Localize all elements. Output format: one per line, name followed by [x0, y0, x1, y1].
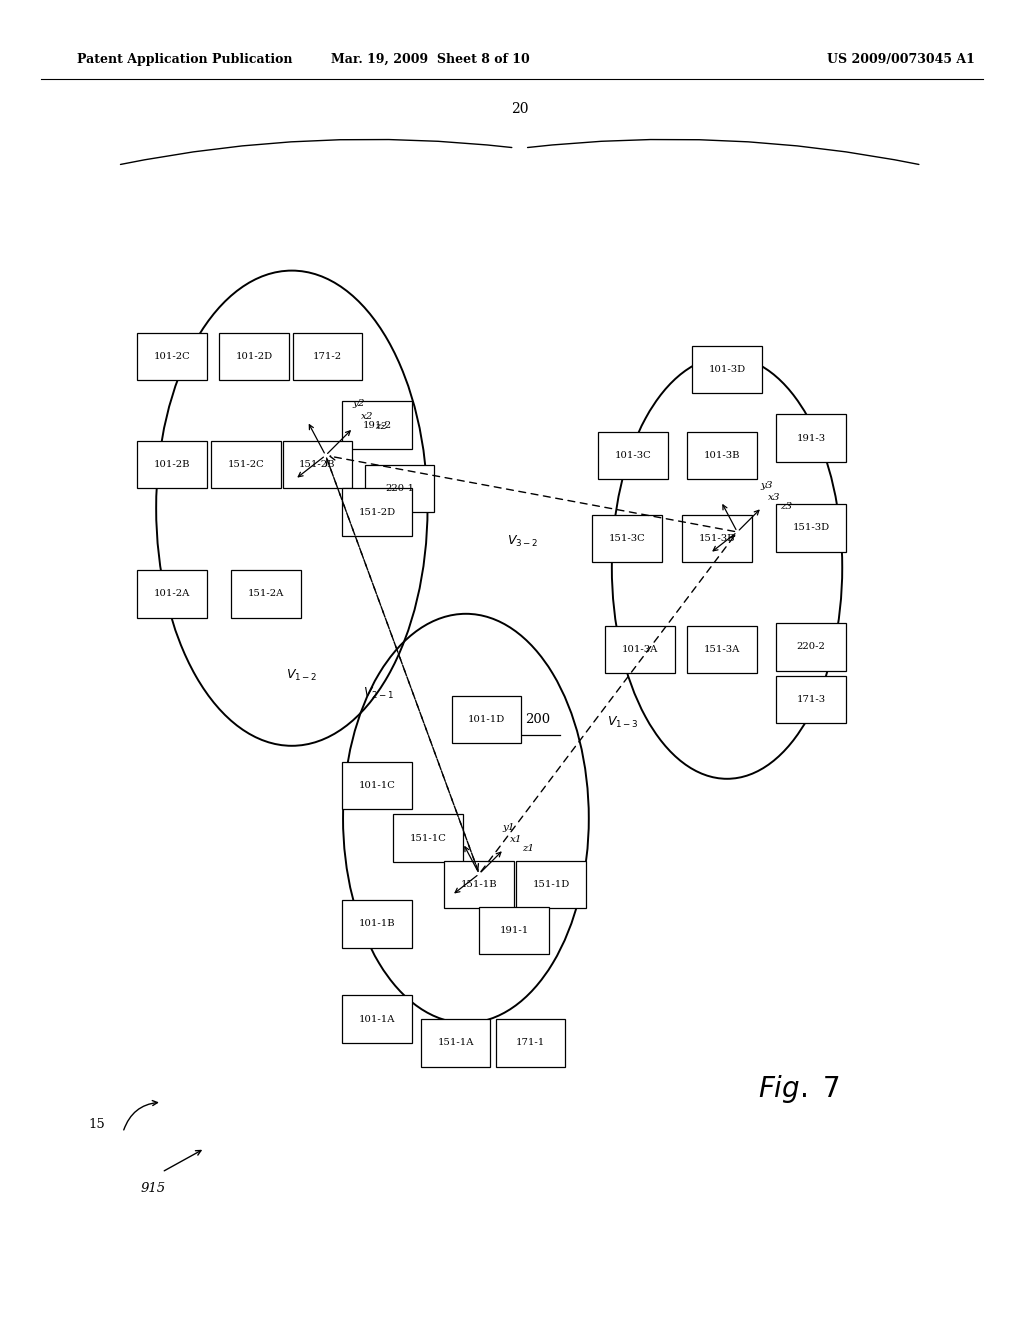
Text: 171-1: 171-1: [516, 1039, 545, 1047]
FancyBboxPatch shape: [219, 333, 289, 380]
Text: 171-3: 171-3: [797, 696, 825, 704]
Text: 15: 15: [89, 1118, 105, 1131]
FancyBboxPatch shape: [293, 333, 362, 380]
Text: 151-2B: 151-2B: [299, 461, 336, 469]
Text: 101-2A: 101-2A: [154, 590, 190, 598]
Text: 151-3A: 151-3A: [703, 645, 740, 653]
FancyBboxPatch shape: [687, 626, 757, 673]
Text: $V_{3-2}$: $V_{3-2}$: [507, 533, 538, 549]
Text: 220-2: 220-2: [797, 643, 825, 651]
Text: 151-1C: 151-1C: [410, 834, 446, 842]
Text: 151-2D: 151-2D: [358, 508, 395, 516]
FancyBboxPatch shape: [365, 465, 434, 512]
FancyBboxPatch shape: [137, 570, 207, 618]
Text: 101-3B: 101-3B: [703, 451, 740, 459]
Text: 101-2D: 101-2D: [236, 352, 272, 360]
Text: z2: z2: [375, 422, 387, 432]
Text: $V_{2-1}$: $V_{2-1}$: [364, 685, 394, 701]
FancyBboxPatch shape: [137, 441, 207, 488]
Text: z3: z3: [780, 502, 793, 511]
FancyBboxPatch shape: [342, 488, 412, 536]
FancyBboxPatch shape: [283, 441, 352, 488]
Text: y1: y1: [503, 824, 515, 832]
FancyBboxPatch shape: [342, 900, 412, 948]
Text: Mar. 19, 2009  Sheet 8 of 10: Mar. 19, 2009 Sheet 8 of 10: [331, 53, 529, 66]
Text: 191-2: 191-2: [362, 421, 391, 429]
Text: $V_{1-3}$: $V_{1-3}$: [607, 714, 638, 730]
FancyBboxPatch shape: [342, 995, 412, 1043]
FancyBboxPatch shape: [231, 570, 301, 618]
Text: 101-3A: 101-3A: [622, 645, 658, 653]
Text: 101-1D: 101-1D: [468, 715, 505, 723]
FancyBboxPatch shape: [592, 515, 662, 562]
FancyBboxPatch shape: [452, 696, 521, 743]
Text: $V_{1-2}$: $V_{1-2}$: [287, 668, 317, 684]
Text: y3: y3: [761, 482, 773, 490]
Text: 151-3D: 151-3D: [793, 524, 829, 532]
FancyBboxPatch shape: [393, 814, 463, 862]
Text: 151-2C: 151-2C: [227, 461, 264, 469]
FancyBboxPatch shape: [776, 623, 846, 671]
Text: 101-3D: 101-3D: [709, 366, 745, 374]
Text: x2: x2: [360, 412, 373, 421]
Text: 151-3C: 151-3C: [608, 535, 645, 543]
FancyBboxPatch shape: [687, 432, 757, 479]
FancyBboxPatch shape: [692, 346, 762, 393]
FancyBboxPatch shape: [211, 441, 281, 488]
FancyBboxPatch shape: [444, 861, 514, 908]
FancyBboxPatch shape: [776, 414, 846, 462]
Text: 20: 20: [511, 102, 529, 116]
FancyBboxPatch shape: [598, 432, 668, 479]
Text: 915: 915: [141, 1181, 166, 1195]
Text: 151-1A: 151-1A: [437, 1039, 474, 1047]
Text: 200: 200: [525, 713, 550, 726]
Text: 151-2A: 151-2A: [248, 590, 285, 598]
Text: x3: x3: [768, 492, 780, 502]
FancyBboxPatch shape: [421, 1019, 490, 1067]
Text: US 2009/0073045 A1: US 2009/0073045 A1: [827, 53, 975, 66]
Text: 101-2B: 101-2B: [154, 461, 190, 469]
FancyBboxPatch shape: [496, 1019, 565, 1067]
FancyBboxPatch shape: [516, 861, 586, 908]
FancyBboxPatch shape: [342, 762, 412, 809]
Text: 101-1A: 101-1A: [358, 1015, 395, 1023]
Text: z1: z1: [522, 843, 535, 853]
Text: $\it{Fig.}$ $\it{7}$: $\it{Fig.}$ $\it{7}$: [758, 1073, 840, 1105]
Text: 151-3B: 151-3B: [698, 535, 735, 543]
FancyBboxPatch shape: [479, 907, 549, 954]
Text: 151-1D: 151-1D: [532, 880, 569, 888]
Text: 101-3C: 101-3C: [614, 451, 651, 459]
Text: 191-1: 191-1: [500, 927, 528, 935]
Text: 191-3: 191-3: [797, 434, 825, 442]
Text: 220-1: 220-1: [385, 484, 414, 492]
Text: 171-2: 171-2: [313, 352, 342, 360]
Text: 151-1B: 151-1B: [461, 880, 498, 888]
Text: 101-2C: 101-2C: [154, 352, 190, 360]
FancyBboxPatch shape: [342, 401, 412, 449]
Text: 101-1C: 101-1C: [358, 781, 395, 789]
Text: y2: y2: [352, 400, 365, 408]
FancyBboxPatch shape: [776, 504, 846, 552]
FancyBboxPatch shape: [137, 333, 207, 380]
Text: Patent Application Publication: Patent Application Publication: [77, 53, 292, 66]
FancyBboxPatch shape: [605, 626, 675, 673]
FancyBboxPatch shape: [682, 515, 752, 562]
FancyBboxPatch shape: [776, 676, 846, 723]
Text: 101-1B: 101-1B: [358, 920, 395, 928]
Text: x1: x1: [510, 834, 522, 843]
